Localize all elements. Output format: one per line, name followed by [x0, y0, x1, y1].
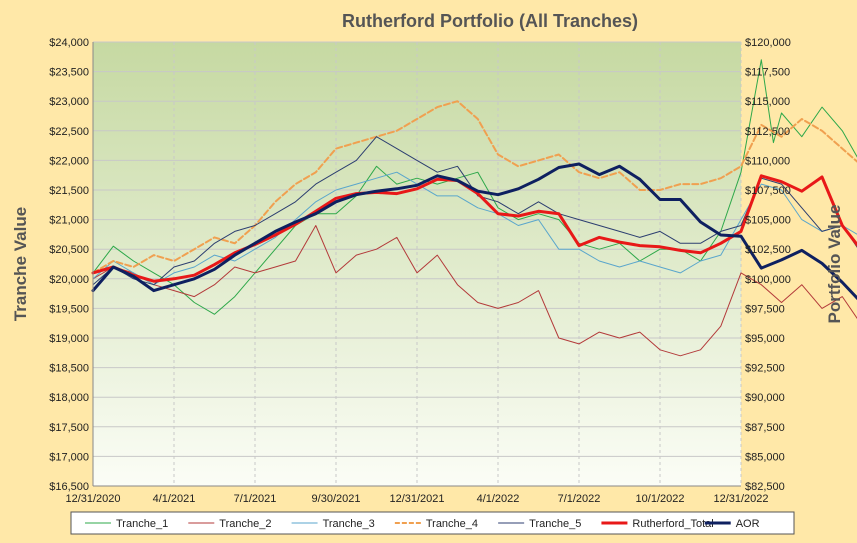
y-tick-label: $17,500 — [49, 422, 89, 434]
axes: $16,500 $82,500 $17,000 $85,000 $17,500 $87,5… — [49, 37, 791, 505]
y-tick-label: $19,000 — [49, 333, 89, 345]
y-tick-label: $20,500 — [49, 244, 89, 256]
series-lines — [91, 59, 857, 357]
x-tick-label: 10/1/2022 — [636, 493, 685, 505]
y2-tick-label: $82,500 — [745, 481, 785, 493]
legend-label: Tranche_4 — [426, 518, 478, 530]
legend: Tranche_1 Tranche_2 Tranche_3 Tranche_4 Tran… — [70, 511, 795, 535]
series-line-tranche-2 — [92, 225, 857, 357]
legend-label: Tranche_1 — [116, 518, 168, 530]
x-tick-label: 7/1/2022 — [558, 493, 601, 505]
y2-tick-label: $95,000 — [745, 333, 785, 345]
y-tick-label: $20,000 — [49, 274, 89, 286]
y2-tick-label: $100,000 — [745, 274, 791, 286]
legend-label: AOR — [736, 518, 760, 530]
y-tick-label: $18,000 — [49, 392, 89, 404]
x-tick-label: 12/31/2022 — [713, 493, 768, 505]
y-tick-label: $21,000 — [49, 215, 89, 227]
y-tick-label: $22,500 — [49, 126, 89, 138]
y2-tick-label: $110,000 — [745, 155, 790, 167]
y2-tick-label: $97,500 — [745, 303, 785, 315]
y-tick-label: $16,500 — [49, 481, 89, 493]
y2-tick-label: $85,000 — [745, 451, 785, 463]
legend-label: Rutherford_Total — [632, 518, 713, 530]
y2-tick-label: $92,500 — [745, 363, 785, 375]
x-tick-label: 12/31/2021 — [389, 493, 444, 505]
chart-title: Rutherford Portfolio (All Tranches) — [342, 11, 638, 31]
y-axis-title: Tranche Value — [11, 207, 30, 321]
legend-label: Tranche_3 — [323, 518, 375, 530]
y-tick-label: $17,000 — [49, 451, 89, 463]
y-tick-label: $18,500 — [49, 363, 89, 375]
y-tick-label: $24,000 — [49, 37, 89, 49]
y2-tick-label: $87,500 — [745, 422, 785, 434]
y-tick-label: $23,000 — [49, 96, 89, 108]
y2-tick-label: $90,000 — [745, 392, 785, 404]
series-line-tranche-4 — [92, 100, 857, 274]
x-tick-label: 12/31/2020 — [65, 493, 120, 505]
y2-tick-label: $120,000 — [745, 37, 791, 49]
x-tick-label: 9/30/2021 — [312, 493, 361, 505]
y2-tick-label: $112,500 — [745, 126, 790, 138]
y-tick-label: $23,500 — [49, 67, 89, 79]
y-tick-label: $21,500 — [49, 185, 89, 197]
y2-tick-label: $102,500 — [745, 244, 791, 256]
y-tick-label: $22,000 — [49, 155, 89, 167]
y2-tick-label: $115,000 — [745, 96, 790, 108]
x-tick-label: 7/1/2021 — [234, 493, 277, 505]
series-line-rutherford-total — [91, 174, 857, 283]
y2-tick-label: $117,500 — [745, 67, 790, 79]
y-tick-label: $19,500 — [49, 303, 89, 315]
x-tick-label: 4/1/2021 — [153, 493, 196, 505]
series-line-tranche-5 — [92, 136, 857, 286]
legend-label: Tranche_2 — [219, 518, 271, 530]
x-tick-label: 4/1/2022 — [477, 493, 520, 505]
legend-box — [70, 511, 795, 535]
legend-label: Tranche_5 — [529, 518, 581, 530]
y2-tick-label: $105,000 — [745, 215, 791, 227]
y2-axis-title: Portfolio Value — [825, 204, 844, 323]
series-line-aor — [91, 162, 857, 301]
y2-tick-label: $107,500 — [745, 185, 791, 197]
